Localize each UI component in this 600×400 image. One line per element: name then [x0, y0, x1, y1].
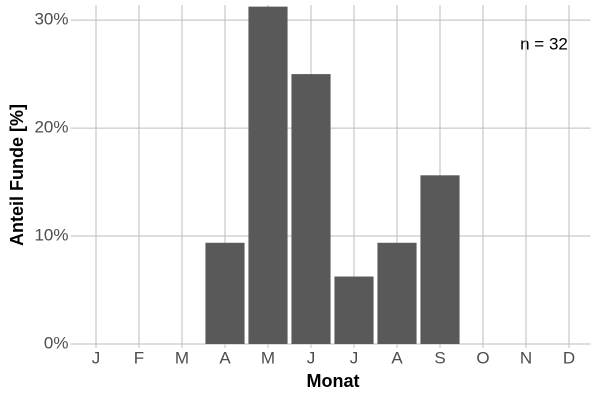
x-tick-label: A — [391, 348, 403, 367]
y-tick-label: 30% — [34, 10, 68, 29]
x-tick-label: D — [563, 348, 575, 367]
bar — [334, 276, 374, 344]
x-tick-label: J — [307, 348, 316, 367]
y-tick-label: 20% — [34, 118, 68, 137]
y-axis-title: Anteil Funde [%] — [7, 104, 27, 246]
y-tick-label: 0% — [44, 333, 69, 352]
annotation: n = 32 — [520, 34, 568, 53]
x-tick-label: M — [261, 348, 275, 367]
bar — [420, 175, 460, 344]
x-tick-label: N — [520, 348, 532, 367]
x-tick-label: J — [92, 348, 101, 367]
bar — [248, 6, 288, 345]
x-tick-label: F — [134, 348, 144, 367]
x-tick-label: M — [175, 348, 189, 367]
y-tick-label: 10% — [34, 226, 68, 245]
bar — [377, 242, 417, 344]
x-tick-label: J — [350, 348, 359, 367]
bar — [291, 74, 331, 344]
x-tick-label: O — [476, 348, 489, 367]
x-tick-label: S — [434, 348, 445, 367]
bar — [205, 242, 245, 344]
x-axis-title: Monat — [307, 371, 360, 391]
x-tick-label: A — [219, 348, 231, 367]
